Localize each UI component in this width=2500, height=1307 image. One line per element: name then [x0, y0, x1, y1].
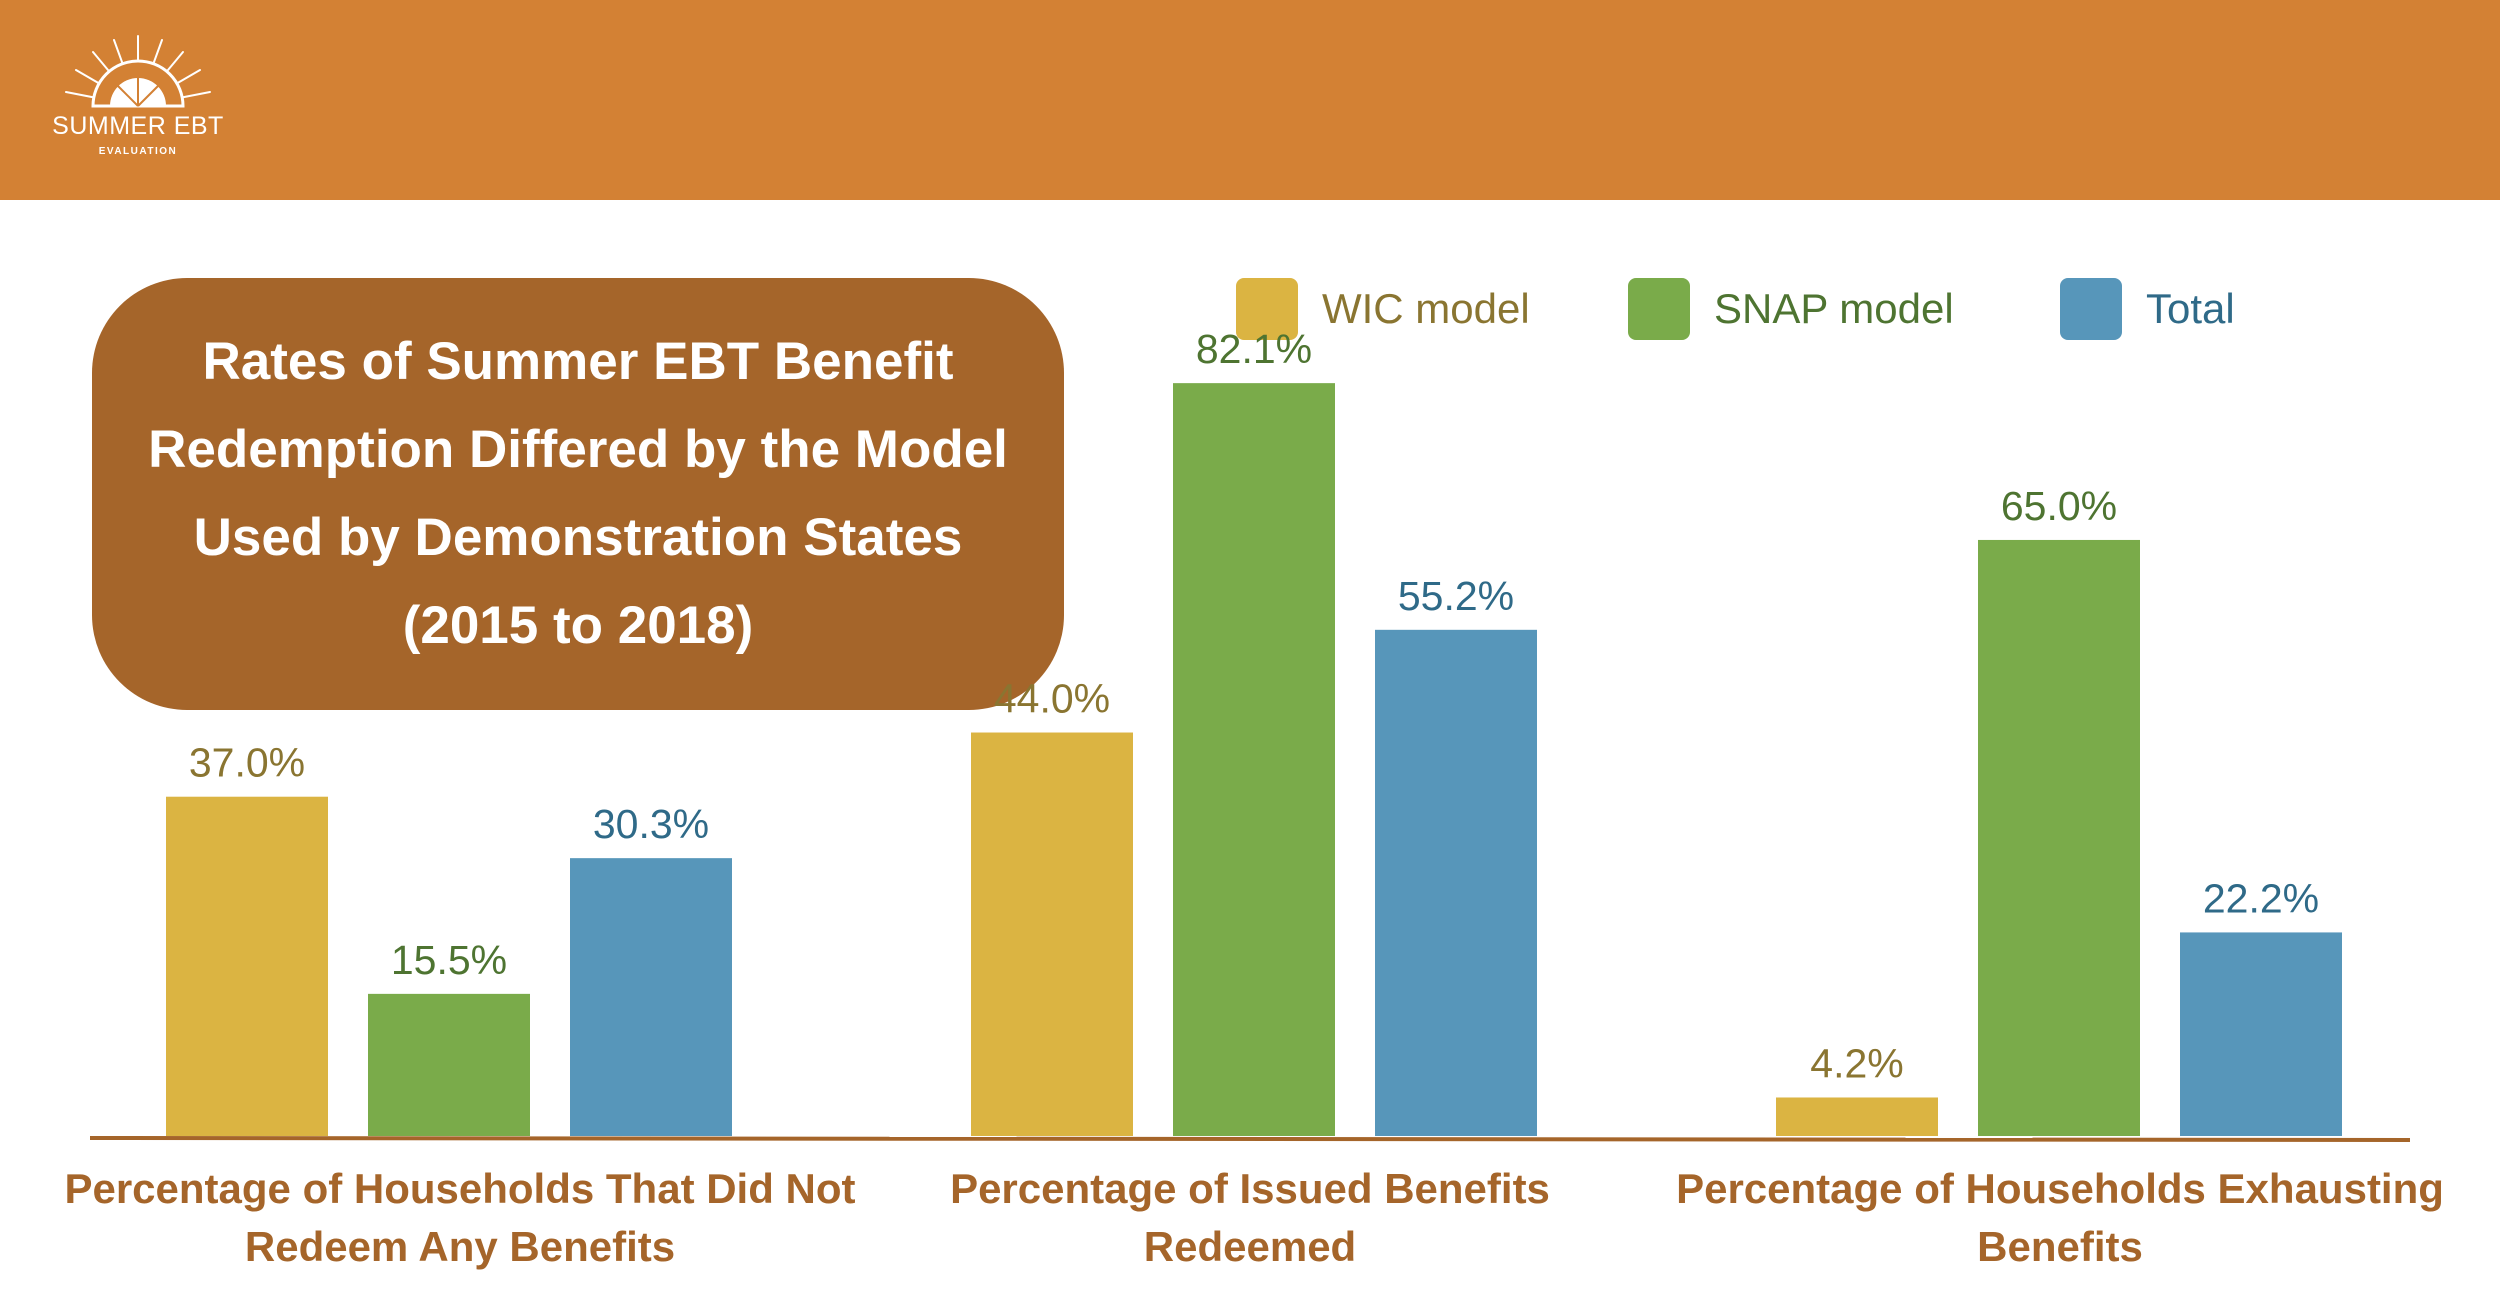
sun-rays-icon	[65, 35, 211, 108]
summer-ebt-logo: SUMMER EBT EVALUATION	[48, 28, 228, 168]
data-label-wic-2: 44.0%	[994, 676, 1110, 722]
logo-title: SUMMER EBT	[52, 112, 224, 140]
data-label-snap-2: 82.1%	[1196, 326, 1312, 372]
legend-swatch-wic	[1236, 278, 1298, 340]
bar-wic-1	[166, 796, 328, 1136]
bar-total-2	[1375, 629, 1537, 1136]
bar-wic-3	[1776, 1097, 1938, 1136]
title-box: Rates of Summer EBT Benefit Redemption D…	[92, 278, 1064, 710]
bar-total-3	[2180, 932, 2342, 1136]
bar-total-1	[570, 858, 732, 1136]
category-label-did-not-redeem: Percentage of Households That Did Not Re…	[64, 1165, 856, 1270]
chart-title: Rates of Summer EBT Benefit Redemption D…	[148, 332, 1008, 655]
data-label-wic-1: 37.0%	[189, 740, 305, 786]
bar-snap-2	[1173, 383, 1335, 1136]
legend-item-wic: WIC model	[1236, 278, 1530, 340]
bar-snap-1	[368, 993, 530, 1136]
category-label-exhausting: Percentage of Households Exhausting Bene…	[1676, 1165, 2444, 1270]
data-label-snap-1: 15.5%	[391, 937, 507, 983]
logo-subtitle: EVALUATION	[98, 146, 178, 157]
category-label-issued-redeemed: Percentage of Issued Benefits Redeemed	[950, 1165, 1550, 1270]
legend-label-total: Total	[2146, 285, 2235, 332]
data-label-snap-3: 65.0%	[2001, 483, 2117, 529]
legend-item-snap: SNAP model	[1628, 278, 1954, 340]
legend-swatch-total	[2060, 278, 2122, 340]
legend-label-snap: SNAP model	[1714, 285, 1954, 332]
data-label-total-2: 55.2%	[1398, 573, 1514, 619]
top-banner	[0, 0, 2500, 200]
legend-label-wic: WIC model	[1322, 285, 1530, 332]
bar-wic-2	[971, 732, 1133, 1136]
data-label-total-3: 22.2%	[2203, 875, 2319, 921]
legend-item-total: Total	[2060, 278, 2235, 340]
data-label-wic-3: 4.2%	[1810, 1040, 1903, 1086]
bar-snap-3	[1978, 539, 2140, 1136]
legend-swatch-snap	[1628, 278, 1690, 340]
data-label-total-1: 30.3%	[593, 801, 709, 847]
x-axis-line	[89, 1134, 2411, 1142]
